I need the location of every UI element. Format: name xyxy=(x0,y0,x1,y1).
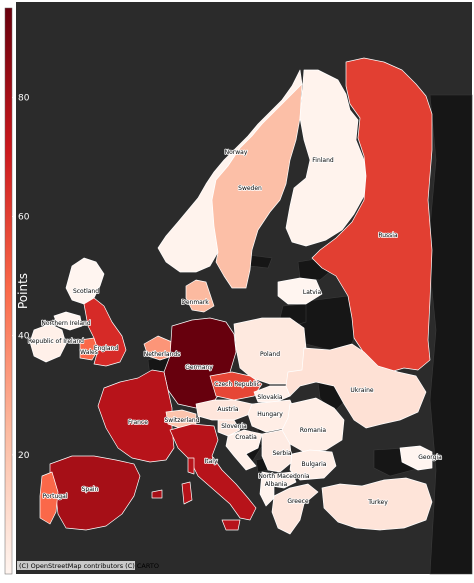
label-austria: Austria xyxy=(217,406,239,413)
label-russia: Russia xyxy=(378,232,398,239)
label-italy: Italy xyxy=(204,458,217,465)
country-finland[interactable] xyxy=(285,69,367,247)
country-northern-ireland[interactable] xyxy=(53,311,83,331)
label-czech-republic: Czech Republic xyxy=(214,381,260,388)
country-italy-sicily[interactable] xyxy=(221,519,241,531)
label-ukraine: Ukraine xyxy=(350,387,373,394)
country-republic-of-ireland[interactable] xyxy=(29,323,67,363)
label-scotland: Scotland xyxy=(73,288,99,295)
country-italy-sardinia[interactable] xyxy=(181,481,193,505)
label-republic-of-ireland: Republic of Ireland xyxy=(28,338,84,345)
label-bulgaria: Bulgaria xyxy=(302,461,327,468)
label-netherlands: Netherlands xyxy=(144,351,181,358)
colorbar-tick-label: 20 xyxy=(18,451,30,461)
label-georgia: Georgia xyxy=(418,454,442,461)
country-france[interactable] xyxy=(97,369,175,463)
country-georgia[interactable] xyxy=(399,445,433,471)
country-layer xyxy=(29,57,433,535)
country-ukraine[interactable] xyxy=(285,343,427,429)
colorbar-tick-label: 60 xyxy=(18,213,30,223)
attribution-box: (C) OpenStreetMap contributors (C) CARTO xyxy=(17,561,159,570)
colorbar-tick-label: 80 xyxy=(18,93,30,103)
country-latvia[interactable] xyxy=(277,277,323,305)
country-switzerland[interactable] xyxy=(165,409,197,429)
country-wales[interactable] xyxy=(79,337,99,361)
east-land xyxy=(427,94,473,575)
label-greece: Greece xyxy=(287,498,309,505)
label-sweden: Sweden xyxy=(238,185,262,192)
label-denmark: Denmark xyxy=(181,299,209,306)
country-portugal[interactable] xyxy=(39,471,59,525)
colorbar-ticks: 20 40 60 80 xyxy=(12,93,30,461)
country-denmark[interactable] xyxy=(185,279,215,313)
country-slovenia[interactable] xyxy=(217,419,241,437)
country-scotland[interactable] xyxy=(65,257,105,305)
colorbar: 20 40 60 80 Points xyxy=(4,7,30,575)
label-wales: Wales xyxy=(80,349,98,356)
label-norway: Norway xyxy=(225,149,248,156)
country-serbia[interactable] xyxy=(261,429,293,473)
label-turkey: Turkey xyxy=(367,499,388,506)
attribution-bg xyxy=(17,561,135,570)
colorbar-tick-label: 40 xyxy=(18,332,30,342)
label-hungary: Hungary xyxy=(257,411,283,418)
colorbar-title: Points xyxy=(16,273,30,309)
colorbar-ramp xyxy=(4,7,13,575)
country-croatia[interactable] xyxy=(225,429,263,471)
attribution-text: (C) OpenStreetMap contributors (C) CARTO xyxy=(19,562,159,570)
label-poland: Poland xyxy=(260,351,280,358)
country-england[interactable] xyxy=(83,297,127,367)
country-labels: Norway Finland Sweden Russia Latvia Scot… xyxy=(27,148,443,507)
label-slovakia: Slovakia xyxy=(257,394,283,401)
label-northern-ireland: Northern Ireland xyxy=(41,320,90,327)
country-czech-republic[interactable] xyxy=(209,371,263,401)
label-germany: Germany xyxy=(185,364,213,371)
label-switzerland: Switzerland xyxy=(165,417,200,424)
country-spain-baleares[interactable] xyxy=(151,489,163,499)
country-russia[interactable] xyxy=(311,57,433,373)
label-romania: Romania xyxy=(300,427,327,434)
label-north-macedonia: North Macedonia xyxy=(258,473,309,480)
country-greece[interactable] xyxy=(271,483,319,535)
label-portugal: Portugal xyxy=(43,493,68,500)
country-sweden[interactable] xyxy=(211,83,303,289)
label-england: England xyxy=(94,345,119,352)
label-slovenia: Slovenia xyxy=(221,423,247,430)
label-croatia: Croatia xyxy=(235,434,257,441)
label-finland: Finland xyxy=(312,157,334,164)
country-albania[interactable] xyxy=(259,471,275,507)
label-serbia: Serbia xyxy=(272,450,291,457)
label-france: France xyxy=(128,419,148,426)
country-romania[interactable] xyxy=(281,397,345,453)
label-latvia: Latvia xyxy=(303,289,322,296)
country-bulgaria[interactable] xyxy=(289,449,337,481)
country-turkey[interactable] xyxy=(321,477,433,531)
label-spain: Spain xyxy=(82,486,99,493)
label-albania: Albania xyxy=(265,481,288,488)
country-france-corsica[interactable] xyxy=(187,457,195,475)
country-italy[interactable] xyxy=(169,423,257,521)
